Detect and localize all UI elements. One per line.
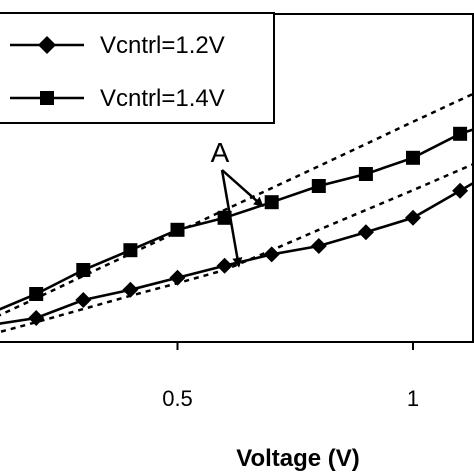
dashed-line-3 [0, 162, 474, 334]
x-tick-label: 1 [407, 386, 419, 411]
series-line-1 [0, 127, 474, 311]
diamond-point [310, 238, 327, 254]
diamond-point [28, 310, 45, 326]
square-point [453, 126, 468, 141]
legend-square-icon [40, 91, 54, 105]
square-point [170, 222, 185, 237]
x-axis-title: Voltage (V) [236, 445, 360, 472]
annotation-arrow [220, 169, 243, 268]
square-point [406, 150, 420, 165]
diamond-point [357, 224, 374, 241]
square-point [358, 167, 373, 181]
square-point [264, 195, 279, 210]
legend-label: Vcntrl=1.2V [100, 32, 225, 59]
legend-diamond-icon [38, 36, 56, 54]
annotation-arrow [221, 169, 264, 208]
legend: Vcntrl=1.2V Vcntrl=1.4V [0, 12, 275, 124]
diamond-point [452, 182, 469, 199]
x-ticks: 0.5 1 [162, 342, 419, 411]
square-point [76, 263, 91, 277]
square-point [217, 210, 232, 225]
legend-label: Vcntrl=1.4V [100, 85, 225, 112]
diamond-point [263, 246, 280, 263]
square-point [29, 287, 44, 301]
annotation-label: A [211, 137, 230, 168]
plot-markers [28, 126, 469, 326]
diamond-point [122, 281, 139, 298]
square-point [123, 243, 138, 258]
diamond-point [75, 292, 92, 308]
diamond-point [405, 209, 421, 226]
legend-box [0, 12, 275, 124]
square-point [311, 179, 326, 193]
diamond-point [169, 269, 186, 286]
x-tick-label: 0.5 [162, 386, 193, 411]
diamond-point [216, 257, 233, 274]
annotation-a: A [211, 137, 264, 268]
